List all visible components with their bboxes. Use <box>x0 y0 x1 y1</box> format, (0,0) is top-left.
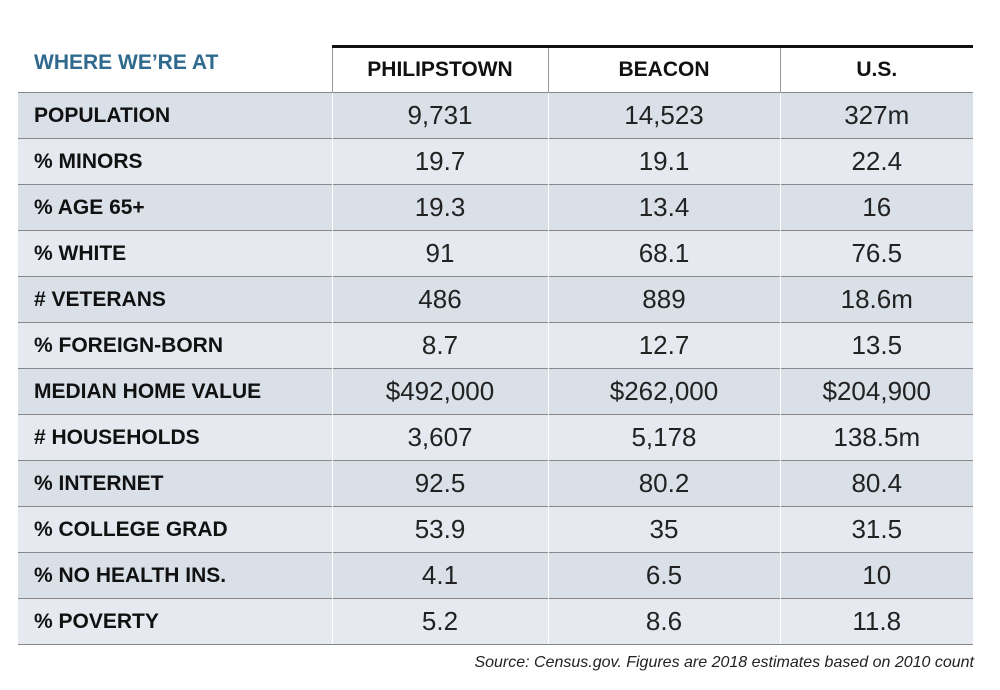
cell: 4.1 <box>331 552 548 599</box>
cell: $262,000 <box>547 368 780 415</box>
table-row: % AGE 65+ 19.3 13.4 16 <box>18 184 973 231</box>
cell: 19.1 <box>547 138 780 185</box>
cell: 22.4 <box>779 138 973 185</box>
cell: 5,178 <box>547 414 780 461</box>
cell: 486 <box>331 276 548 323</box>
cell: 35 <box>547 506 780 553</box>
row-label: % COLLEGE GRAD <box>18 506 332 553</box>
cell: $492,000 <box>331 368 548 415</box>
cell: 76.5 <box>779 230 973 277</box>
table-row: % INTERNET 92.5 80.2 80.4 <box>18 460 973 507</box>
cell: 18.6m <box>779 276 973 323</box>
table-row: # HOUSEHOLDS 3,607 5,178 138.5m <box>18 414 973 461</box>
row-label: % NO HEALTH INS. <box>18 552 332 599</box>
cell: 19.7 <box>331 138 548 185</box>
cell: 3,607 <box>331 414 548 461</box>
table-row: % WHITE 91 68.1 76.5 <box>18 230 973 277</box>
header-row: WHERE WE’RE AT PHILIPSTOWN BEACON U.S. <box>18 45 973 93</box>
table-row: % POVERTY 5.2 8.6 11.8 <box>18 598 973 645</box>
table-row: % COLLEGE GRAD 53.9 35 31.5 <box>18 506 973 553</box>
cell: 13.4 <box>547 184 780 231</box>
cell: 5.2 <box>331 598 548 645</box>
table: WHERE WE’RE AT PHILIPSTOWN BEACON U.S. POP… <box>18 45 973 645</box>
cell: 91 <box>331 230 548 277</box>
cell: 19.3 <box>331 184 548 231</box>
table-container: WHERE WE’RE AT PHILIPSTOWN BEACON U.S. POP… <box>18 45 973 645</box>
row-label: % WHITE <box>18 230 332 277</box>
row-label: % MINORS <box>18 138 332 185</box>
cell: 6.5 <box>547 552 780 599</box>
cell: 80.2 <box>547 460 780 507</box>
source-note: Source: Census.gov. Figures are 2018 est… <box>474 654 974 671</box>
cell: 8.7 <box>331 322 548 369</box>
cell: 138.5m <box>779 414 973 461</box>
cell: 92.5 <box>331 460 548 507</box>
cell: 80.4 <box>779 460 973 507</box>
cell: 9,731 <box>331 92 548 139</box>
cell: 14,523 <box>547 92 780 139</box>
cell: 16 <box>779 184 973 231</box>
table-row: % FOREIGN-BORN 8.7 12.7 13.5 <box>18 322 973 369</box>
row-label: % FOREIGN-BORN <box>18 322 332 369</box>
cell: $204,900 <box>779 368 973 415</box>
row-label: % INTERNET <box>18 460 332 507</box>
table-row: % NO HEALTH INS. 4.1 6.5 10 <box>18 552 973 599</box>
cell: 327m <box>779 92 973 139</box>
row-label: MEDIAN HOME VALUE <box>18 368 332 415</box>
cell: 11.8 <box>779 598 973 645</box>
title: WHERE WE’RE AT <box>34 50 219 74</box>
cell: 53.9 <box>331 506 548 553</box>
cell: 8.6 <box>547 598 780 645</box>
cell: 13.5 <box>779 322 973 369</box>
row-label: # HOUSEHOLDS <box>18 414 332 461</box>
column-header: U.S. <box>779 45 973 93</box>
table-row: MEDIAN HOME VALUE $492,000 $262,000 $204,90… <box>18 368 973 415</box>
table-row: % MINORS 19.7 19.1 22.4 <box>18 138 973 185</box>
cell: 68.1 <box>547 230 780 277</box>
cell: 31.5 <box>779 506 973 553</box>
cell: 12.7 <box>547 322 780 369</box>
row-label: POPULATION <box>18 92 332 139</box>
column-header: BEACON <box>547 45 780 93</box>
row-label: # VETERANS <box>18 276 332 323</box>
table-row: POPULATION 9,731 14,523 327m <box>18 92 973 139</box>
table-row: # VETERANS 486 889 18.6m <box>18 276 973 323</box>
row-label: % POVERTY <box>18 598 332 645</box>
cell: 10 <box>779 552 973 599</box>
table-body: POPULATION 9,731 14,523 327m% MINORS 19.7 19.… <box>18 92 973 645</box>
cell: 889 <box>547 276 780 323</box>
column-header: PHILIPSTOWN <box>331 45 548 93</box>
row-label: % AGE 65+ <box>18 184 332 231</box>
